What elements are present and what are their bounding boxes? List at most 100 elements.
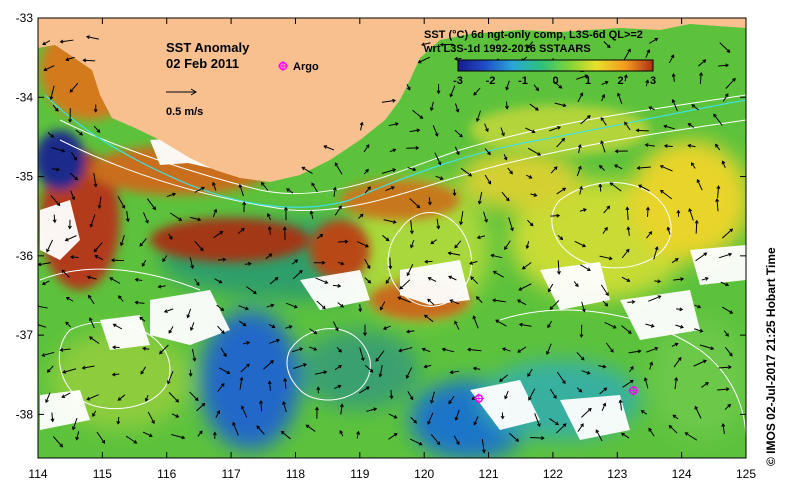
current-vector <box>673 356 682 368</box>
current-vector <box>212 208 218 218</box>
current-vector <box>441 347 455 353</box>
current-vector <box>305 424 316 432</box>
current-vector <box>649 361 654 370</box>
current-vector <box>579 324 584 339</box>
current-vector <box>554 102 567 108</box>
current-vector <box>334 162 343 175</box>
current-vector <box>549 125 562 132</box>
colorbar-tick-label: -3 <box>453 75 463 87</box>
current-vector <box>579 208 587 212</box>
current-vector <box>398 347 413 353</box>
current-vector <box>375 350 385 362</box>
current-vector <box>671 258 679 264</box>
current-vector <box>86 394 99 401</box>
current-vector <box>492 270 504 278</box>
current-vector <box>64 235 77 242</box>
current-vector <box>484 174 492 185</box>
current-vector <box>467 347 482 352</box>
current-vector <box>439 42 454 47</box>
current-vector <box>614 149 628 154</box>
current-vector <box>93 242 103 253</box>
current-vector <box>581 407 592 418</box>
current-vector <box>399 279 411 290</box>
current-vector <box>556 187 567 195</box>
current-vector <box>553 81 563 89</box>
argo-legend-label: Argo <box>293 61 319 73</box>
current-vector <box>336 346 342 353</box>
current-vector <box>469 260 478 265</box>
current-vector <box>574 240 587 248</box>
current-vector <box>549 418 560 426</box>
current-vector <box>648 295 662 302</box>
current-vector <box>668 425 678 434</box>
current-vector <box>332 186 337 197</box>
current-vector <box>266 303 275 308</box>
current-vector <box>424 259 433 264</box>
current-vector <box>507 167 513 175</box>
current-vector <box>701 382 709 388</box>
current-vector <box>214 278 223 284</box>
current-vector <box>409 128 421 133</box>
current-vector <box>171 433 186 440</box>
current-vector <box>504 240 511 251</box>
current-vector <box>52 436 64 448</box>
current-vector <box>659 189 673 200</box>
current-vector <box>410 416 418 424</box>
current-vector <box>622 379 634 388</box>
current-vector <box>334 364 343 371</box>
current-vector <box>316 386 321 394</box>
current-vector <box>239 376 244 390</box>
current-vector <box>334 384 342 389</box>
current-vector <box>517 346 527 353</box>
current-vector <box>70 190 76 201</box>
current-vector <box>600 140 606 153</box>
current-vector <box>605 342 614 353</box>
current-vector <box>715 198 720 212</box>
current-vector <box>309 346 318 351</box>
x-tick-label: 115 <box>93 467 112 481</box>
current-vector <box>500 412 505 420</box>
current-vector <box>359 347 365 362</box>
current-vector <box>603 205 611 214</box>
current-vector <box>92 410 97 418</box>
current-vector <box>51 146 66 153</box>
current-vector <box>599 255 613 261</box>
current-vector <box>713 113 723 126</box>
current-vector <box>62 368 77 374</box>
current-vector <box>194 278 200 287</box>
current-vector <box>576 74 589 80</box>
current-vector <box>500 127 505 137</box>
current-vector <box>41 280 50 286</box>
current-vector <box>316 234 324 240</box>
current-vector <box>218 367 231 375</box>
current-vector <box>389 148 397 153</box>
current-vector <box>69 172 79 181</box>
current-vector <box>364 186 371 194</box>
current-vector <box>671 342 679 347</box>
current-vector <box>213 231 224 239</box>
current-vector <box>406 84 411 91</box>
current-vector <box>189 391 199 402</box>
current-vector <box>623 74 628 82</box>
current-vector <box>405 329 415 334</box>
current-vector <box>134 277 143 282</box>
x-tick-label: 117 <box>222 467 241 481</box>
current-vector <box>481 438 486 454</box>
current-vector <box>217 325 225 335</box>
current-vector <box>423 314 434 323</box>
current-vector <box>635 128 649 133</box>
current-vector <box>240 363 250 373</box>
current-vector <box>67 219 72 230</box>
current-vector <box>41 351 55 357</box>
current-vector <box>643 377 649 389</box>
current-vector <box>556 137 566 148</box>
current-vector <box>701 276 709 281</box>
current-vector <box>212 431 217 440</box>
current-vector <box>112 345 120 350</box>
current-vector <box>49 85 55 101</box>
current-vector <box>627 299 636 304</box>
current-vector <box>449 85 456 98</box>
current-vector <box>601 93 606 102</box>
current-vector <box>259 399 263 412</box>
current-vector <box>659 165 673 172</box>
